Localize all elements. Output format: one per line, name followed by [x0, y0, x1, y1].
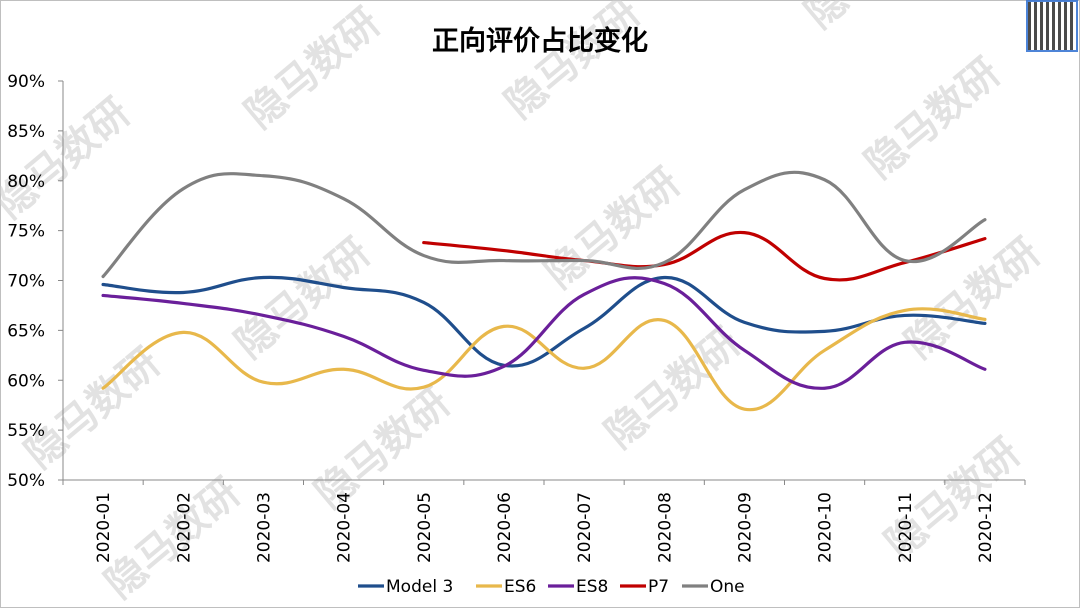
legend-item[interactable]: ES8 — [548, 577, 608, 597]
chart-title: 正向评价占比变化 — [432, 25, 648, 57]
legend-item[interactable]: ES6 — [476, 577, 536, 597]
series-layer — [101, 170, 987, 412]
qr-code-icon[interactable] — [1026, 0, 1078, 52]
legend-label: ES6 — [504, 577, 536, 597]
y-tick-label: 55% — [7, 421, 45, 441]
axes: 90% 85% 80% 75% 70% 65% 60% 55% 50% 2020-01 2020-0… — [7, 72, 1026, 563]
series-line-p7 — [422, 231, 987, 282]
legend-item[interactable]: One — [682, 577, 745, 597]
legend-item[interactable]: Model 3 — [358, 577, 453, 597]
watermark-text: 隐马数研 — [797, 0, 949, 38]
y-tick-label: 60% — [7, 371, 45, 391]
y-tick-label: 75% — [7, 222, 45, 242]
x-tick-label: 2020-02 — [174, 492, 194, 563]
series-line-es6 — [101, 307, 987, 412]
x-tick-label: 2020-07 — [575, 492, 595, 563]
x-tick-label: 2020-11 — [896, 492, 916, 563]
watermark-text: 隐马数研 — [857, 50, 1009, 188]
watermark-text: 隐马数研 — [237, 0, 389, 138]
x-tick-label: 2020-06 — [495, 492, 515, 563]
x-tick-label: 2020-04 — [335, 492, 355, 563]
watermark-text: 隐马数研 — [0, 90, 139, 228]
watermark-text: 隐马数研 — [497, 0, 649, 128]
y-tick-label: 85% — [7, 122, 45, 142]
legend-item[interactable]: P7 — [620, 577, 669, 597]
legend-label: One — [710, 577, 745, 597]
x-tick-label: 2020-08 — [655, 492, 675, 563]
watermark-text: 隐马数研 — [597, 320, 749, 458]
legend: Model 3 ES6 ES8 P7 One — [358, 577, 745, 597]
y-tick-label: 70% — [7, 272, 45, 292]
y-tick-label: 50% — [7, 471, 45, 491]
watermark-text: 隐马数研 — [17, 340, 169, 478]
y-tick-label: 65% — [7, 321, 45, 341]
watermark-text: 隐马数研 — [227, 230, 379, 368]
watermark-text: 隐马数研 — [307, 380, 459, 518]
watermark-text: 隐马数研 — [897, 230, 1049, 368]
legend-label: Model 3 — [386, 577, 453, 597]
series-line-model-3 — [101, 275, 987, 368]
x-tick-label: 2020-09 — [735, 492, 755, 563]
legend-label: ES8 — [576, 577, 608, 597]
y-tick-label: 80% — [7, 172, 45, 192]
y-tick-label: 90% — [7, 72, 45, 92]
watermark-text: 隐马数研 — [97, 470, 249, 608]
series-line-one — [101, 170, 987, 279]
x-tick-label: 2020-10 — [816, 492, 836, 563]
x-tick-label: 2020-12 — [976, 492, 996, 563]
x-tick-label: 2020-05 — [415, 492, 435, 563]
legend-label: P7 — [648, 577, 669, 597]
x-tick-label: 2020-01 — [94, 492, 114, 563]
series-line-es8 — [101, 276, 987, 390]
x-tick-label: 2020-03 — [254, 492, 274, 563]
